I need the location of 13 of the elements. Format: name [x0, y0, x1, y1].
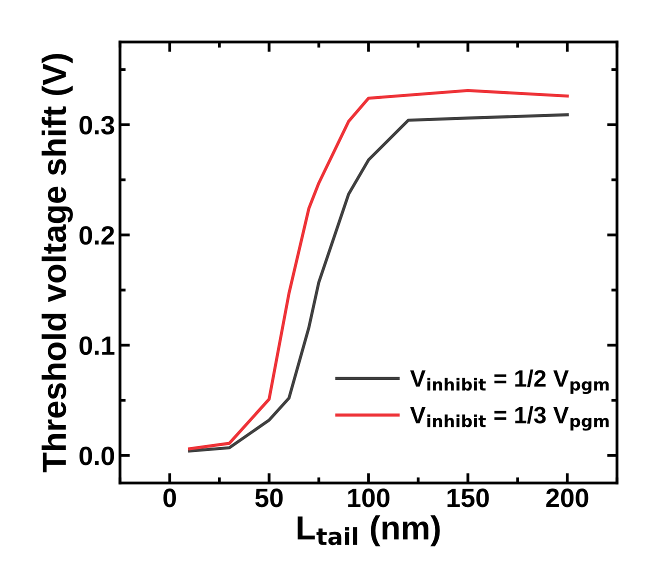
x-tick-label: 100: [348, 488, 390, 508]
x-axis-title: L$_{tail}$ (nm): [298, 515, 440, 546]
y-tick-label: 0.0: [80, 446, 114, 466]
legend-label: V$_{inhibit}$ = 1/2 V$_{pgm}$: [410, 369, 609, 394]
x-tick-label: 50: [255, 488, 283, 508]
y-tick-label: 0.3: [80, 116, 114, 135]
legend-label: V$_{inhibit}$ = 1/3 V$_{pgm}$: [410, 406, 609, 431]
x-tick-label: 150: [448, 488, 489, 508]
x-tick-label: 0: [163, 488, 176, 508]
y-tick-label: 0.2: [80, 226, 114, 245]
x-tick-label: 200: [546, 488, 588, 508]
y-tick-label: 0.1: [80, 336, 114, 356]
y-axis-title: Threshold voltage shift (V): [42, 54, 73, 472]
